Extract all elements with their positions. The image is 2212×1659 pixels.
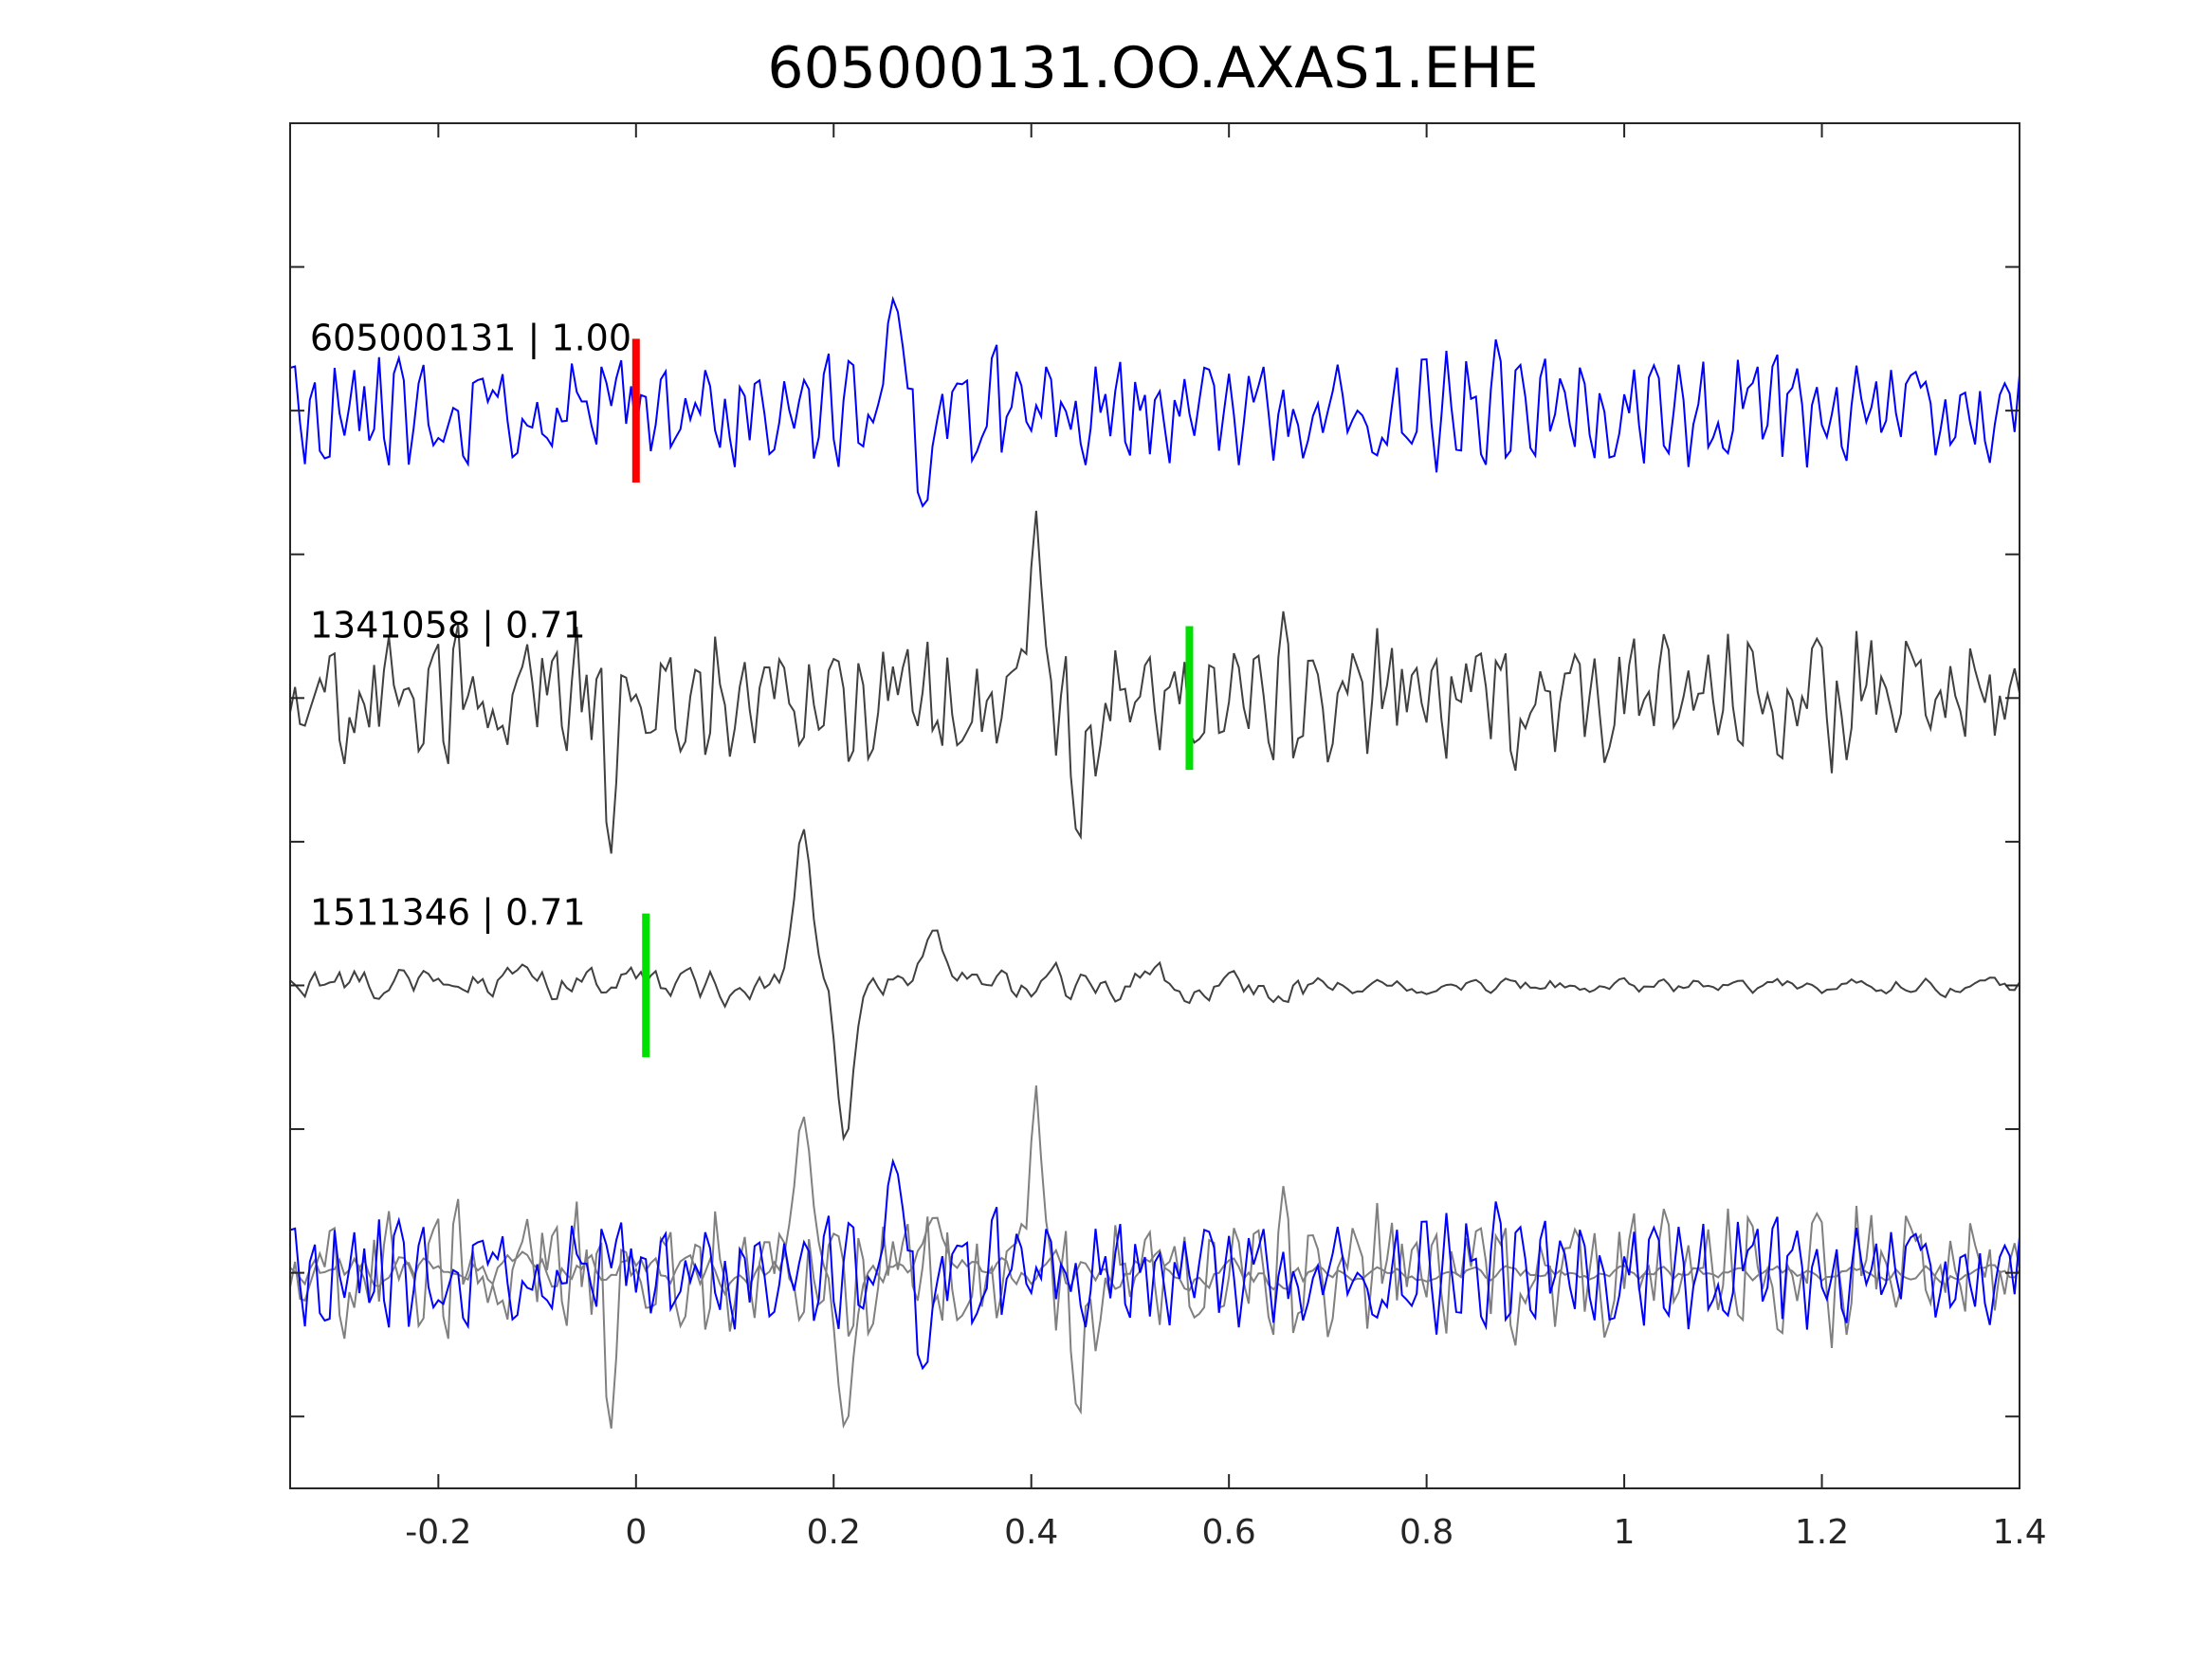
x-tick-label: 0 — [625, 1513, 647, 1552]
trace-605000131 — [289, 296, 2020, 508]
trace-label: 1341058 | 0.71 — [310, 605, 586, 647]
chart-title: 605000131.OO.AXAS1.EHE — [767, 35, 1538, 101]
x-tick-label: 0.6 — [1202, 1513, 1256, 1552]
trace-label: 605000131 | 1.00 — [310, 317, 631, 359]
trace-1511346 — [289, 829, 2020, 1142]
trace-label: 1511346 | 0.71 — [310, 892, 586, 935]
trace-1341058 — [289, 510, 2020, 854]
x-tick-label: 1.4 — [1992, 1513, 2046, 1552]
overlay-trace-1341058 — [289, 1085, 2020, 1429]
x-tick-label: 0.4 — [1004, 1513, 1058, 1552]
x-tick-label: 1.2 — [1795, 1513, 1849, 1552]
overlay-trace-605000131 — [289, 1158, 2020, 1371]
x-tick-label: -0.2 — [405, 1513, 471, 1552]
overlay-trace-1511346 — [289, 1116, 2020, 1430]
x-tick-label: 0.8 — [1399, 1513, 1453, 1552]
x-tick-label: 0.2 — [807, 1513, 861, 1552]
axes-box — [289, 122, 2020, 1489]
x-tick-label: 1 — [1614, 1513, 1636, 1552]
